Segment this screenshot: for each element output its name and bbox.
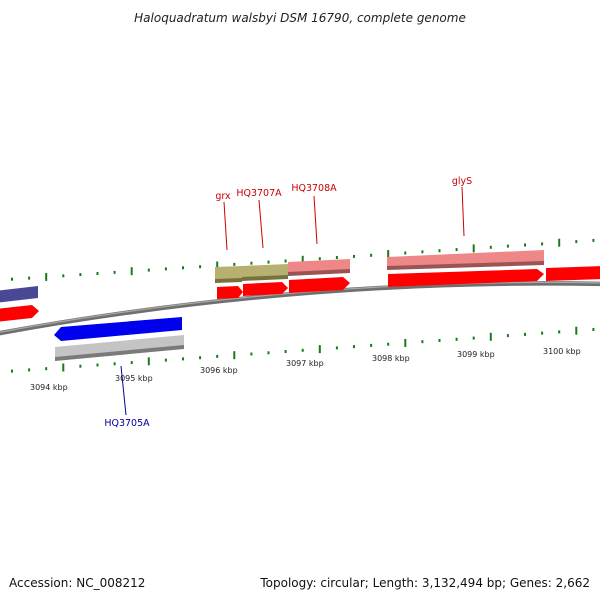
gene-track-forward bbox=[0, 266, 600, 322]
gene-label-HQ3708A: HQ3708A bbox=[291, 183, 337, 194]
tick-label: 3100 kbp bbox=[543, 347, 581, 356]
gene-label-HQ3705A: HQ3705A bbox=[104, 418, 150, 429]
tick-label: 3098 kbp bbox=[372, 354, 410, 363]
feature-bar-HQ3707A-shadow bbox=[242, 275, 288, 281]
genome-backbone bbox=[0, 281, 600, 336]
leader-line-HQ3707A bbox=[258, 199, 264, 249]
gene-label-glyS: glyS bbox=[452, 176, 472, 187]
gene-label-grx: grx bbox=[215, 191, 231, 202]
gene-arrow-left-forward bbox=[0, 305, 39, 322]
tick-labels: 3094 kbp 3095 kbp 3096 kbp 3097 kbp 3098… bbox=[30, 347, 581, 392]
gene-arrow-grx bbox=[217, 286, 243, 299]
feature-bar-grx-shadow bbox=[215, 278, 242, 283]
inner-tick-track bbox=[11, 326, 595, 373]
accession-label: Accession: NC_008212 bbox=[9, 576, 146, 590]
tick-label: 3097 kbp bbox=[286, 359, 324, 368]
leader-line-HQ3708A bbox=[313, 195, 318, 245]
genome-backbone-highlight bbox=[0, 281, 600, 333]
gene-arrow-HQ3707A bbox=[243, 282, 288, 296]
feature-bar-HQ3707A bbox=[242, 264, 288, 279]
feature-bar-HQ3705A bbox=[55, 335, 184, 359]
gene-label-leaders bbox=[120, 186, 465, 416]
feature-bar-HQ3708A-shadow bbox=[288, 269, 350, 276]
tick-label: 3095 kbp bbox=[115, 374, 153, 383]
feature-bar-grx bbox=[215, 266, 242, 281]
gene-bar-left-reverse bbox=[0, 286, 38, 303]
topology-label: Topology: circular; Length: 3,132,494 bp… bbox=[260, 576, 590, 590]
tick-label: 3099 kbp bbox=[457, 350, 495, 359]
gene-arrow-HQ3708A bbox=[289, 277, 350, 293]
gene-arrow-HQ3705A bbox=[54, 317, 182, 341]
gene-track-reverse bbox=[0, 286, 184, 361]
leader-line-glyS bbox=[461, 186, 465, 237]
feature-bar-HQ3705A-shadow bbox=[55, 345, 184, 361]
tick-label: 3094 kbp bbox=[30, 383, 68, 392]
gene-arrow-glyS bbox=[388, 269, 544, 287]
gene-arrow-right-forward bbox=[546, 266, 600, 281]
leader-line-grx bbox=[223, 201, 228, 251]
gene-label-HQ3707A: HQ3707A bbox=[236, 188, 282, 199]
feature-bar-glyS-shadow bbox=[387, 261, 544, 270]
feature-track-forward bbox=[215, 250, 544, 283]
map-title: Haloquadratum walsbyi DSM 16790, complet… bbox=[134, 11, 466, 25]
gene-labels: grx HQ3707A HQ3708A glyS HQ3705A bbox=[104, 176, 472, 429]
tick-label: 3096 kbp bbox=[200, 366, 238, 375]
leader-line-HQ3705A bbox=[120, 365, 127, 416]
outer-tick-track bbox=[11, 238, 595, 281]
